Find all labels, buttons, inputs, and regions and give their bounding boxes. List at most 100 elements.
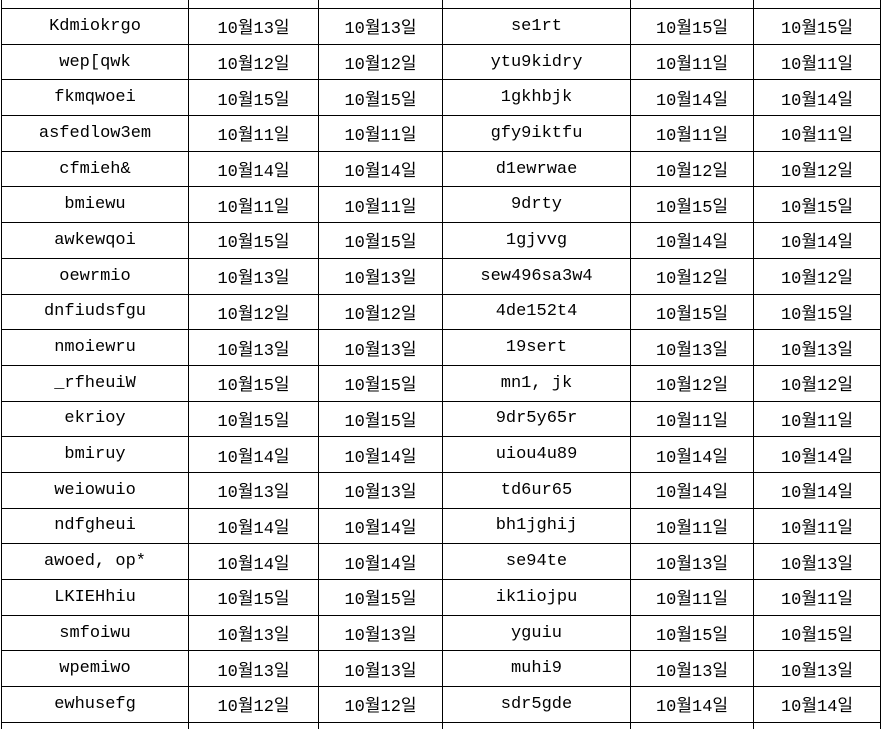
table-cell: 10월14일 xyxy=(188,543,319,580)
table-cell: awoed, op* xyxy=(1,543,189,580)
table-cell: bmiruy xyxy=(1,436,189,473)
table-cell: 10월15일 xyxy=(753,8,881,45)
table-cell: 10월13일 xyxy=(630,543,754,580)
table-cell: 10월13일 xyxy=(318,329,443,366)
table-cell: cfmieh& xyxy=(1,150,189,188)
table-cell: 10월11일 xyxy=(318,115,443,152)
table-cell: 10월15일 xyxy=(318,400,443,438)
table-row: ndfgheui 10월14일 10월14일 bh1jghij 10월11일 10월11일 xyxy=(1,507,881,545)
table-cell: 10월14일 xyxy=(318,150,443,188)
table-row: wep[qwk 10월12일 10월12일 ytu9kidry 10월11일 10월11일 xyxy=(1,43,881,81)
table-cell: 10월14일 xyxy=(318,543,443,580)
partial-cell xyxy=(442,721,631,729)
table-cell: 10월14일 xyxy=(318,507,443,545)
table-cell: 10월12일 xyxy=(318,686,443,723)
partial-cell xyxy=(630,721,754,729)
table-cell: 10월15일 xyxy=(318,364,443,402)
table-cell: 10월15일 xyxy=(188,364,319,402)
table-row: bmiruy 10월14일 10월14일 uiou4u89 10월14일 10월14일 xyxy=(1,436,881,473)
table-row: awkewqoi 10월15일 10월15일 1gjvvg 10월14일 10월14일 xyxy=(1,222,881,259)
table-cell: se1rt xyxy=(442,8,631,45)
table-cell: 10월13일 xyxy=(188,329,319,366)
table-row: smfoiwu 10월13일 10월13일 yguiu 10월15일 10월15일 xyxy=(1,614,881,652)
partial-cell xyxy=(442,0,631,9)
table-cell: 10월13일 xyxy=(753,650,881,688)
table-cell: 10월15일 xyxy=(318,579,443,616)
table-cell: 10월11일 xyxy=(188,186,319,224)
table-cell: 10월15일 xyxy=(318,222,443,259)
table-cell: 10월14일 xyxy=(188,150,319,188)
table-cell: 10월12일 xyxy=(188,293,319,331)
table-cell: td6ur65 xyxy=(442,471,631,509)
table-cell: mn1, jk xyxy=(442,364,631,402)
table-cell: 10월11일 xyxy=(630,400,754,438)
table-cell: ik1iojpu xyxy=(442,579,631,616)
table-cell: 10월14일 xyxy=(630,471,754,509)
table-cell: 10월11일 xyxy=(753,507,881,545)
table-cell: 10월12일 xyxy=(753,150,881,188)
partial-cell xyxy=(753,721,881,729)
table-cell: sdr5gde xyxy=(442,686,631,723)
table-cell: awkewqoi xyxy=(1,222,189,259)
partial-cell xyxy=(318,0,443,9)
table-row: cfmieh& 10월14일 10월14일 d1ewrwae 10월12일 10월12일 xyxy=(1,150,881,188)
table-cell: 10월14일 xyxy=(753,222,881,259)
table-cell: 10월13일 xyxy=(318,8,443,45)
table-cell: 10월15일 xyxy=(630,8,754,45)
table-cell: 10월15일 xyxy=(753,614,881,652)
table-cell: 10월15일 xyxy=(318,79,443,117)
table-cell: 10월15일 xyxy=(188,222,319,259)
table-cell: 10월13일 xyxy=(188,471,319,509)
table-cell: uiou4u89 xyxy=(442,436,631,473)
table-cell: 10월13일 xyxy=(630,650,754,688)
table-cell: LKIEHhiu xyxy=(1,579,189,616)
table-row: Kdmiokrgo 10월13일 10월13일 se1rt 10월15일 10월15일 xyxy=(1,8,881,45)
table-row: fkmqwoei 10월15일 10월15일 1gkhbjk 10월14일 10월14일 xyxy=(1,79,881,117)
partial-cell xyxy=(1,0,189,9)
table-cell: ekrioy xyxy=(1,400,189,438)
table-cell: 10월14일 xyxy=(630,222,754,259)
table-cell: 10월12일 xyxy=(630,257,754,295)
table-cell: _rfheuiW xyxy=(1,364,189,402)
partial-row-top xyxy=(1,0,881,9)
table-cell: 10월15일 xyxy=(753,293,881,331)
table-cell: wep[qwk xyxy=(1,43,189,81)
table-row: ewhusefg 10월12일 10월12일 sdr5gde 10월14일 10월14일 xyxy=(1,686,881,723)
table-cell: 10월15일 xyxy=(188,79,319,117)
partial-cell xyxy=(753,0,881,9)
partial-cell xyxy=(188,721,319,729)
table-cell: 10월11일 xyxy=(753,400,881,438)
table-row: bmiewu 10월11일 10월11일 9drty 10월15일 10월15일 xyxy=(1,186,881,224)
table-cell: 10월15일 xyxy=(188,400,319,438)
table-cell: 10월14일 xyxy=(188,507,319,545)
table-cell: 10월13일 xyxy=(630,329,754,366)
table-cell: smfoiwu xyxy=(1,614,189,652)
table-cell: 10월13일 xyxy=(188,650,319,688)
table-cell: 10월12일 xyxy=(753,364,881,402)
table-row: LKIEHhiu 10월15일 10월15일 ik1iojpu 10월11일 10월11일 xyxy=(1,579,881,616)
partial-cell xyxy=(1,721,189,729)
table-row: dnfiudsfgu 10월12일 10월12일 4de152t4 10월15일 10월1… xyxy=(1,293,881,331)
table-row: weiowuio 10월13일 10월13일 td6ur65 10월14일 10월14일 xyxy=(1,471,881,509)
table-cell: 10월13일 xyxy=(318,614,443,652)
table-row: _rfheuiW 10월15일 10월15일 mn1, jk 10월12일 10월12일 xyxy=(1,364,881,402)
table-cell: 1gjvvg xyxy=(442,222,631,259)
table-row: wpemiwo 10월13일 10월13일 muhi9 10월13일 10월13일 xyxy=(1,650,881,688)
table-cell: ewhusefg xyxy=(1,686,189,723)
table-cell: muhi9 xyxy=(442,650,631,688)
table-cell: 10월11일 xyxy=(753,43,881,81)
table-cell: 19sert xyxy=(442,329,631,366)
table-cell: wpemiwo xyxy=(1,650,189,688)
table-cell: 10월11일 xyxy=(630,43,754,81)
table-cell: 10월12일 xyxy=(188,43,319,81)
table-row: oewrmio 10월13일 10월13일 sew496sa3w4 10월12일 10월1… xyxy=(1,257,881,295)
table-cell: 10월11일 xyxy=(630,579,754,616)
partial-cell xyxy=(630,0,754,9)
table-cell: 10월13일 xyxy=(318,471,443,509)
table-cell: 10월12일 xyxy=(630,364,754,402)
table-cell: 10월12일 xyxy=(188,686,319,723)
partial-cell xyxy=(318,721,443,729)
table-cell: 9drty xyxy=(442,186,631,224)
